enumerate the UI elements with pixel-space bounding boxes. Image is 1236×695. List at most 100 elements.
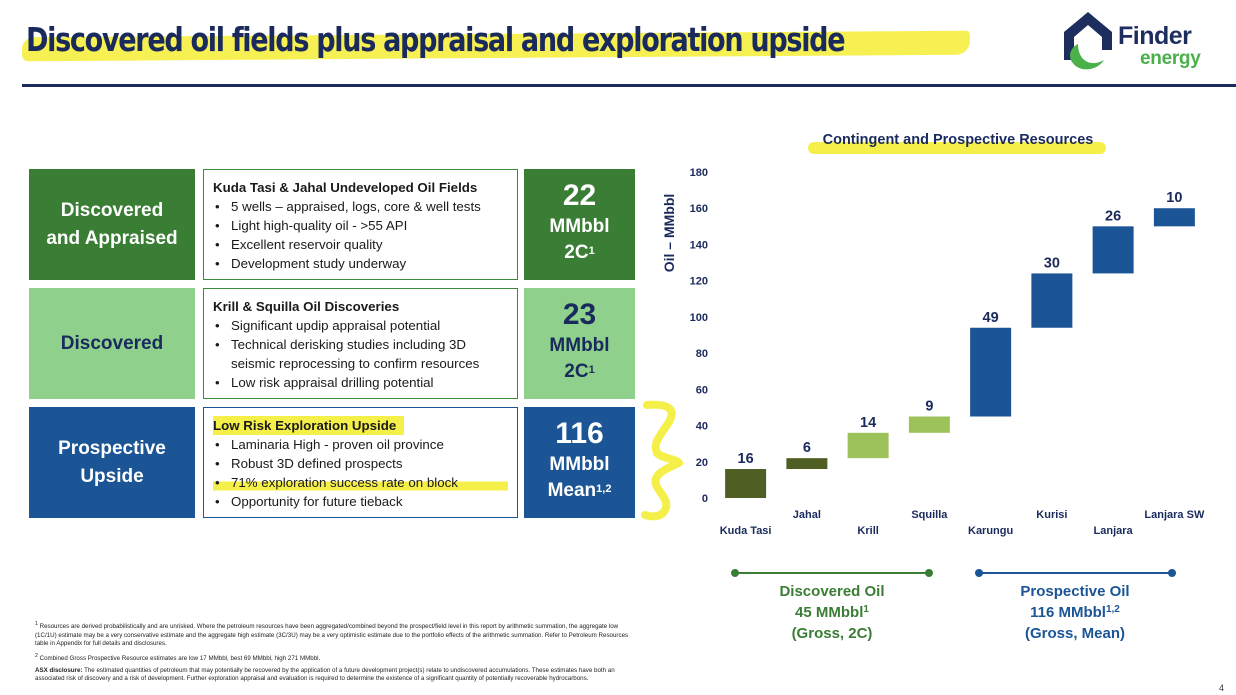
- metric-box-2: 23 MMbbl 2C1: [524, 288, 635, 399]
- metric-value: 22: [562, 179, 597, 212]
- discovered-range-line: [735, 572, 929, 574]
- y-tick-label: 180: [690, 167, 708, 179]
- discovered-oil-summary: Discovered Oil 45 MMbbl1 (Gross, 2C): [742, 581, 922, 644]
- summary-footnote-ref: 1: [863, 604, 869, 615]
- data-label: 14: [860, 415, 876, 431]
- discovered-range-start-dot: [731, 569, 739, 577]
- bar: [786, 458, 828, 470]
- category-discovered-appraised: Discovered and Appraised: [29, 169, 195, 280]
- list-item: Light high-quality oil - >55 API: [213, 216, 508, 235]
- logo-text-energy: energy: [1140, 48, 1201, 69]
- x-tick-label: Karungu: [968, 525, 1013, 537]
- bar: [970, 327, 1012, 417]
- x-tick-label: Kuda Tasi: [720, 525, 772, 537]
- data-label: 16: [738, 451, 754, 467]
- metric-box-1: 22 MMbbl 2C1: [524, 169, 635, 280]
- list-item: Excellent reservoir quality: [213, 235, 508, 254]
- footnotes: 1 Resources are derived probabilisticall…: [35, 620, 640, 687]
- metric-class: 2C: [564, 242, 589, 263]
- metric-footnote-ref: 1: [588, 364, 595, 376]
- y-tick-label: 40: [696, 421, 708, 433]
- y-tick-label: 80: [696, 348, 708, 360]
- y-tick-label: 60: [696, 384, 708, 396]
- metric-value: 23: [562, 298, 597, 331]
- x-tick-label: Jahal: [793, 509, 821, 521]
- bullet-list: Significant updip appraisal potential Te…: [213, 316, 508, 392]
- page-number: 4: [1219, 683, 1225, 693]
- description-heading: Kuda Tasi & Jahal Undeveloped Oil Fields: [213, 180, 478, 195]
- category-prospective-upside: Prospective Upside: [29, 407, 195, 518]
- list-item: Technical derisking studies including 3D…: [213, 335, 508, 373]
- chart-title: Contingent and Prospective Resources: [822, 132, 1094, 148]
- bar: [1153, 208, 1195, 227]
- bullet-list: 5 wells – appraised, logs, core & well t…: [213, 197, 508, 273]
- metric-footnote-ref: 1,2: [596, 483, 612, 495]
- summary-footnote-ref: 1,2: [1105, 604, 1120, 615]
- company-logo: Finder energy: [1060, 10, 1220, 80]
- summary-label: Discovered Oil: [779, 583, 885, 600]
- summary-volume: 45 MMbbl: [795, 604, 864, 621]
- x-tick-label: Lanjara SW: [1144, 509, 1205, 521]
- summary-label: Prospective Oil: [1020, 583, 1130, 600]
- list-item: Opportunity for future tieback: [213, 492, 508, 511]
- prospective-range-end-dot: [1168, 569, 1176, 577]
- y-tick-label: 20: [696, 457, 708, 469]
- logo-text-finder: Finder: [1118, 22, 1192, 50]
- chart-title-wrap: Contingent and Prospective Resources: [810, 131, 1106, 149]
- metric-class: 2C: [564, 361, 589, 382]
- list-item: Low risk appraisal drilling potential: [213, 373, 508, 392]
- y-tick-label: 0: [702, 493, 708, 505]
- page-title: Discovered oil fields plus appraisal and…: [26, 20, 846, 59]
- data-label: 26: [1105, 208, 1121, 224]
- footnote-2: 2 Combined Gross Prospective Resource es…: [35, 652, 321, 662]
- category-discovered: Discovered: [29, 288, 195, 399]
- bar: [1031, 273, 1073, 328]
- metric-value: 116: [555, 417, 604, 450]
- x-tick-label: Kurisi: [1036, 509, 1067, 521]
- summary-basis: (Gross, Mean): [1024, 625, 1126, 642]
- bar: [908, 416, 950, 433]
- chart-title-highlight: [808, 142, 1106, 154]
- list-item: 5 wells – appraised, logs, core & well t…: [213, 197, 508, 216]
- discovered-range-end-dot: [925, 569, 933, 577]
- prospective-oil-summary: Prospective Oil 116 MMbbl1,2 (Gross, Mea…: [985, 581, 1165, 644]
- data-label: 10: [1166, 190, 1182, 206]
- y-tick-label: 160: [690, 203, 708, 215]
- description-heading: Low Risk Exploration Upside: [213, 416, 405, 435]
- data-label: 30: [1044, 255, 1060, 271]
- metric-unit: MMbbl: [549, 335, 610, 356]
- bar: [725, 469, 767, 498]
- summary-volume: 116 MMbbl: [1030, 604, 1106, 621]
- x-tick-label: Lanjara: [1094, 525, 1134, 537]
- x-tick-label: Krill: [857, 525, 878, 537]
- asx-disclosure: ASX disclosure: The estimated quantities…: [35, 666, 615, 683]
- description-box-2: Krill & Squilla Oil Discoveries Signific…: [203, 288, 518, 399]
- bullet-list: Laminaria High - proven oil province Rob…: [213, 435, 508, 511]
- highlight-brace-icon: [641, 400, 683, 521]
- list-item: Significant updip appraisal potential: [213, 316, 508, 335]
- y-tick-label: 140: [690, 239, 708, 251]
- prospective-range-start-dot: [975, 569, 983, 577]
- description-heading: Krill & Squilla Oil Discoveries: [213, 299, 400, 314]
- list-item-highlighted: 71% exploration success rate on block: [213, 473, 508, 492]
- list-item: Laminaria High - proven oil province: [213, 435, 508, 454]
- waterfall-chart: 0 20 40 60 80 100 120 140 160 180 Oil – MMbbl 16 Kud…: [661, 167, 1205, 537]
- metric-footnote-ref: 1: [588, 245, 595, 257]
- data-label: 49: [983, 310, 999, 326]
- description-box-3: Low Risk Exploration Upside Laminaria Hi…: [203, 407, 518, 518]
- y-tick-label: 100: [690, 312, 708, 324]
- header-divider: [22, 84, 1236, 87]
- metric-class: Mean: [547, 480, 597, 501]
- summary-basis: (Gross, 2C): [791, 625, 873, 642]
- footnote-1: 1 Resources are derived probabilisticall…: [35, 621, 629, 648]
- list-item: Development study underway: [213, 254, 508, 273]
- data-label: 9: [925, 399, 933, 415]
- metric-box-3: 116 MMbbl Mean1,2: [524, 407, 635, 518]
- metric-unit: MMbbl: [549, 454, 610, 475]
- y-tick-label: 120: [690, 276, 708, 288]
- description-box-1: Kuda Tasi & Jahal Undeveloped Oil Fields…: [203, 169, 518, 280]
- x-tick-label: Squilla: [911, 509, 948, 521]
- y-axis-label: Oil – MMbbl: [661, 194, 677, 273]
- data-label: 6: [803, 440, 811, 456]
- bar: [1092, 226, 1134, 274]
